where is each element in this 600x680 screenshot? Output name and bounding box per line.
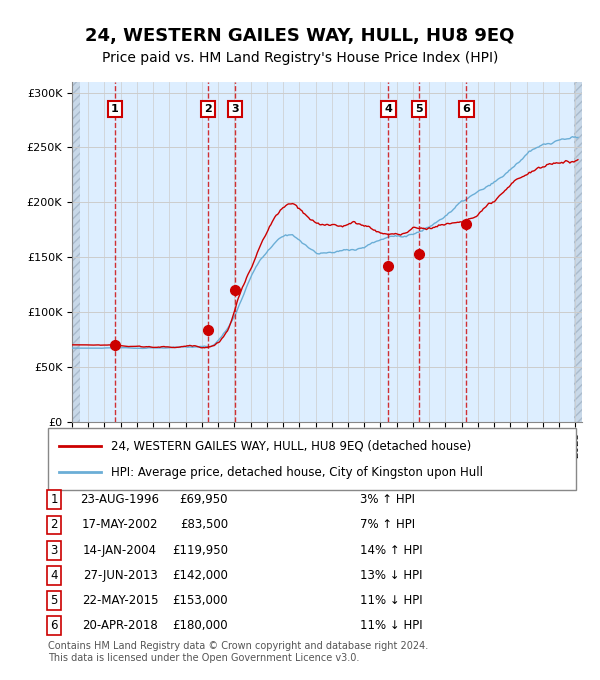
Text: £69,950: £69,950 — [179, 493, 228, 507]
Text: 4: 4 — [385, 104, 392, 114]
Text: 6: 6 — [463, 104, 470, 114]
Text: 14% ↑ HPI: 14% ↑ HPI — [360, 543, 422, 557]
Text: Contains HM Land Registry data © Crown copyright and database right 2024.
This d: Contains HM Land Registry data © Crown c… — [48, 641, 428, 663]
Text: 7% ↑ HPI: 7% ↑ HPI — [360, 518, 415, 532]
Text: 24, WESTERN GAILES WAY, HULL, HU8 9EQ (detached house): 24, WESTERN GAILES WAY, HULL, HU8 9EQ (d… — [112, 439, 472, 452]
Bar — [574, 82, 582, 422]
Text: 1: 1 — [50, 493, 58, 507]
Text: 27-JUN-2013: 27-JUN-2013 — [83, 568, 157, 582]
Text: 3% ↑ HPI: 3% ↑ HPI — [360, 493, 415, 507]
Text: 20-APR-2018: 20-APR-2018 — [82, 619, 158, 632]
Text: 3: 3 — [50, 543, 58, 557]
Text: 11% ↓ HPI: 11% ↓ HPI — [360, 594, 422, 607]
Text: 11% ↓ HPI: 11% ↓ HPI — [360, 619, 422, 632]
Text: 5: 5 — [50, 594, 58, 607]
Text: 3: 3 — [231, 104, 239, 114]
Text: HPI: Average price, detached house, City of Kingston upon Hull: HPI: Average price, detached house, City… — [112, 466, 484, 479]
Text: £83,500: £83,500 — [180, 518, 228, 532]
Text: Price paid vs. HM Land Registry's House Price Index (HPI): Price paid vs. HM Land Registry's House … — [102, 51, 498, 65]
Text: 24, WESTERN GAILES WAY, HULL, HU8 9EQ: 24, WESTERN GAILES WAY, HULL, HU8 9EQ — [85, 27, 515, 45]
Text: 6: 6 — [50, 619, 58, 632]
Text: 22-MAY-2015: 22-MAY-2015 — [82, 594, 158, 607]
Text: 2: 2 — [50, 518, 58, 532]
Text: 1: 1 — [111, 104, 119, 114]
Text: 2: 2 — [204, 104, 212, 114]
Bar — [72, 82, 80, 422]
Text: £153,000: £153,000 — [172, 594, 228, 607]
Text: 17-MAY-2002: 17-MAY-2002 — [82, 518, 158, 532]
Text: £180,000: £180,000 — [172, 619, 228, 632]
FancyBboxPatch shape — [48, 428, 576, 490]
Text: 5: 5 — [415, 104, 423, 114]
Text: £142,000: £142,000 — [172, 568, 228, 582]
Text: £119,950: £119,950 — [172, 543, 228, 557]
Text: 4: 4 — [50, 568, 58, 582]
Text: 13% ↓ HPI: 13% ↓ HPI — [360, 568, 422, 582]
Text: 14-JAN-2004: 14-JAN-2004 — [83, 543, 157, 557]
Text: 23-AUG-1996: 23-AUG-1996 — [80, 493, 160, 507]
